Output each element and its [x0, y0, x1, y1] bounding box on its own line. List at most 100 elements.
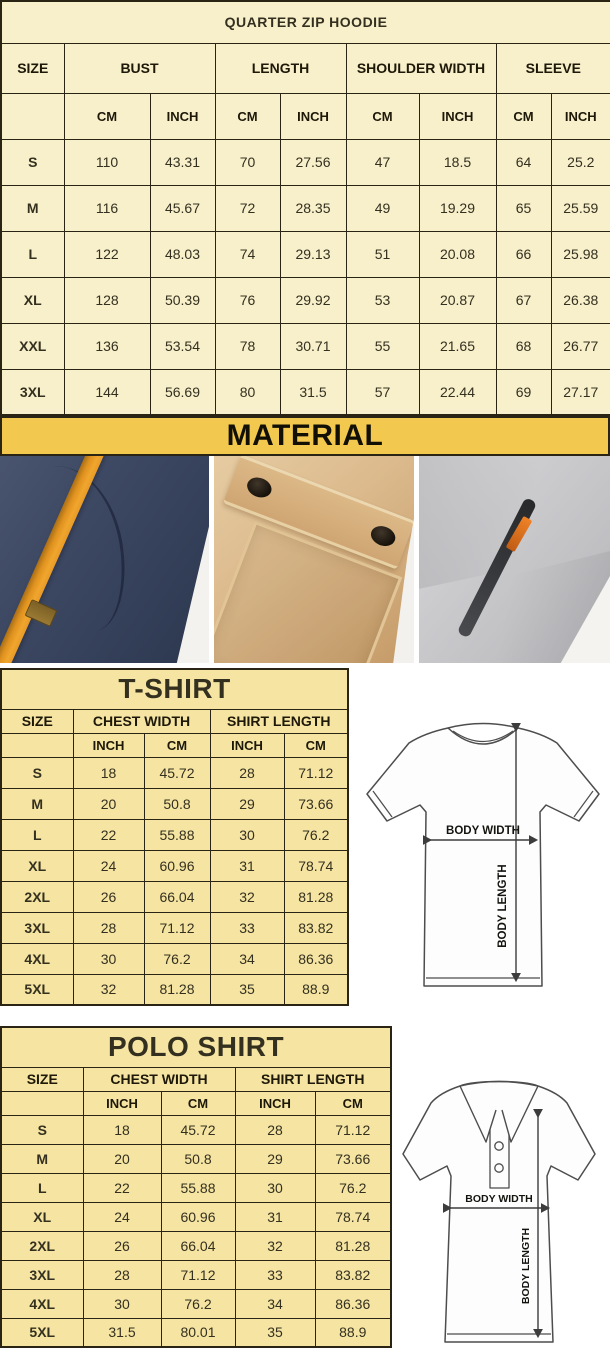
value-cell: 50.8 — [160, 1143, 236, 1174]
body-length-label: BODY LENGTH — [520, 1228, 532, 1304]
value-cell: 65 — [495, 184, 552, 232]
value-cell: 48.03 — [149, 230, 216, 278]
col-header-shirt-length: SHIRT LENGTH — [209, 708, 349, 734]
value-cell: 80 — [214, 368, 281, 416]
body-width-label: BODY WIDTH — [465, 1193, 532, 1205]
value-cell: 55 — [345, 322, 420, 370]
tshirt-table-title: T-SHIRT — [0, 668, 349, 710]
unit-header: INCH — [234, 1090, 316, 1116]
polo-size-row: XL 24 60.96 31 78.74 — [0, 1201, 392, 1232]
value-cell: 31.5 — [279, 368, 347, 416]
value-cell: 83.82 — [283, 911, 349, 944]
tshirt-size-row: 4XL 30 76.2 34 86.36 — [0, 942, 349, 975]
hoodie-size-row: XXL 136 53.54 78 30.71 55 21.65 68 26.77 — [0, 322, 610, 370]
size-cell: S — [0, 138, 65, 186]
value-cell: 18 — [82, 1114, 162, 1145]
value-cell: 116 — [63, 184, 151, 232]
col-header-chest-width: CHEST WIDTH — [82, 1066, 236, 1092]
value-cell: 56.69 — [149, 368, 216, 416]
unit-header: INCH — [279, 92, 347, 140]
polo-measurement-diagram: BODY WIDTH BODY LENGTH — [402, 1080, 596, 1343]
size-cell: XL — [0, 1201, 84, 1232]
tshirt-header-row: SIZE CHEST WIDTH SHIRT LENGTH — [0, 708, 349, 734]
value-cell: 20.08 — [418, 230, 497, 278]
polo-size-row: 3XL 28 71.12 33 83.82 — [0, 1259, 392, 1290]
value-cell: 64 — [495, 138, 552, 186]
value-cell: 30 — [209, 818, 285, 851]
unit-header: INCH — [209, 732, 285, 758]
value-cell: 76 — [214, 276, 281, 324]
polo-units-row: INCH CM INCH CM — [0, 1090, 392, 1116]
unit-header: INCH — [149, 92, 216, 140]
value-cell: 76.2 — [143, 942, 211, 975]
value-cell: 30 — [72, 942, 145, 975]
size-cell: XL — [0, 849, 74, 882]
value-cell: 60.96 — [143, 849, 211, 882]
body-length-arrow: BODY LENGTH — [520, 1109, 543, 1339]
value-cell: 20 — [82, 1143, 162, 1174]
hoodie-title-row: QUARTER ZIP HOODIE — [0, 0, 610, 44]
value-cell: 81.28 — [143, 973, 211, 1006]
value-cell: 34 — [209, 942, 285, 975]
tshirt-measurement-diagram: BODY WIDTH BODY LENGTH — [366, 722, 600, 987]
value-cell: 136 — [63, 322, 151, 370]
body-length-arrow: BODY LENGTH — [497, 723, 521, 983]
hoodie-size-row: 3XL 144 56.69 80 31.5 57 22.44 69 27.17 — [0, 368, 610, 416]
value-cell: 50.8 — [143, 787, 211, 820]
value-cell: 35 — [209, 973, 285, 1006]
size-cell: S — [0, 756, 74, 789]
value-cell: 29.13 — [279, 230, 347, 278]
hoodie-units-row: CM INCH CM INCH CM INCH CM INCH — [0, 92, 610, 140]
value-cell: 28 — [82, 1259, 162, 1290]
unit-header: CM — [495, 92, 552, 140]
col-header-shoulder-width: SHOULDER WIDTH — [345, 42, 497, 94]
size-cell: 4XL — [0, 1288, 84, 1319]
value-cell: 31 — [209, 849, 285, 882]
unit-header: CM — [214, 92, 281, 140]
value-cell: 55.88 — [143, 818, 211, 851]
size-cell: XL — [0, 276, 65, 324]
value-cell: 78.74 — [314, 1201, 392, 1232]
value-cell: 74 — [214, 230, 281, 278]
material-photo-navy-drawstring — [0, 456, 209, 663]
value-cell: 88.9 — [283, 973, 349, 1006]
tshirt-size-row: 5XL 32 81.28 35 88.9 — [0, 973, 349, 1006]
col-header-sleeve: SLEEVE — [495, 42, 610, 94]
value-cell: 26 — [82, 1230, 162, 1261]
body-length-label: BODY LENGTH — [497, 864, 509, 948]
value-cell: 26.38 — [550, 276, 610, 324]
value-cell: 28 — [234, 1114, 316, 1145]
unit-header: INCH — [72, 732, 145, 758]
col-header-chest-width: CHEST WIDTH — [72, 708, 211, 734]
value-cell: 49 — [345, 184, 420, 232]
value-cell: 66.04 — [143, 880, 211, 913]
unit-header: CM — [283, 732, 349, 758]
value-cell: 80.01 — [160, 1317, 236, 1348]
size-cell: 3XL — [0, 1259, 84, 1290]
value-cell: 73.66 — [283, 787, 349, 820]
hoodie-header-row: SIZE BUST LENGTH SHOULDER WIDTH SLEEVE — [0, 42, 610, 94]
tshirt-size-row: 3XL 28 71.12 33 83.82 — [0, 911, 349, 944]
value-cell: 35 — [234, 1317, 316, 1348]
value-cell: 144 — [63, 368, 151, 416]
value-cell: 25.98 — [550, 230, 610, 278]
value-cell: 25.2 — [550, 138, 610, 186]
value-cell: 26.77 — [550, 322, 610, 370]
value-cell: 76.2 — [314, 1172, 392, 1203]
value-cell: 28 — [209, 756, 285, 789]
col-header-shirt-length: SHIRT LENGTH — [234, 1066, 392, 1092]
col-header-size: SIZE — [0, 708, 74, 734]
polo-header-row: SIZE CHEST WIDTH SHIRT LENGTH — [0, 1066, 392, 1092]
value-cell: 86.36 — [283, 942, 349, 975]
value-cell: 30.71 — [279, 322, 347, 370]
unit-header: INCH — [418, 92, 497, 140]
value-cell: 24 — [82, 1201, 162, 1232]
value-cell: 28 — [72, 911, 145, 944]
value-cell: 60.96 — [160, 1201, 236, 1232]
value-cell: 55.88 — [160, 1172, 236, 1203]
value-cell: 72 — [214, 184, 281, 232]
value-cell: 45.72 — [160, 1114, 236, 1145]
tshirt-size-row: XL 24 60.96 31 78.74 — [0, 849, 349, 882]
size-cell: S — [0, 1114, 84, 1145]
value-cell: 71.12 — [143, 911, 211, 944]
